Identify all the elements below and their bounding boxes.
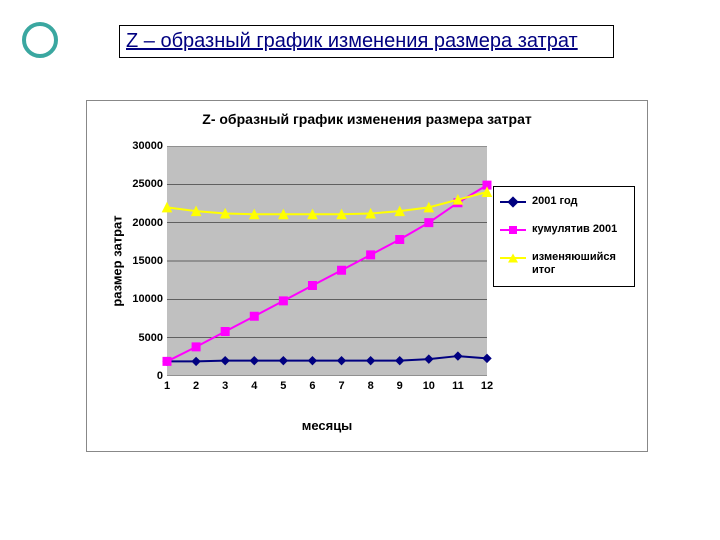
chart-title: Z- образный график изменения размера зат… — [87, 111, 647, 127]
chart-container: Z- образный график изменения размера зат… — [86, 100, 648, 452]
x-tick-label: 11 — [452, 380, 464, 392]
legend-item: изменяюшийся итог — [500, 251, 628, 279]
x-tick-label: 4 — [251, 380, 257, 392]
x-tick-label: 12 — [481, 380, 493, 392]
y-tick-label: 20000 — [132, 217, 163, 229]
x-tick-label: 5 — [280, 380, 286, 392]
legend-item: 2001 год — [500, 195, 628, 209]
x-tick-label: 6 — [309, 380, 315, 392]
legend-label: 2001 год — [532, 195, 578, 209]
x-tick-label: 9 — [397, 380, 403, 392]
chart-series — [167, 146, 487, 376]
diamond-icon — [507, 196, 518, 207]
slide-title: Z – образный график изменения размера за… — [119, 25, 614, 58]
legend-label: изменяюшийся итог — [532, 251, 628, 279]
x-tick-label: 2 — [193, 380, 199, 392]
slide: Z – образный график изменения размера за… — [0, 0, 720, 540]
x-tick-label: 7 — [338, 380, 344, 392]
y-tick-label: 5000 — [139, 332, 163, 344]
square-icon — [509, 226, 517, 234]
corner-ring-icon — [22, 22, 58, 58]
y-tick-label: 30000 — [132, 140, 163, 152]
x-tick-label: 10 — [423, 380, 435, 392]
y-tick-label: 25000 — [132, 178, 163, 190]
x-tick-label: 8 — [368, 380, 374, 392]
plot-area: 050001000015000200002500030000 123456789… — [167, 146, 487, 376]
y-tick-label: 0 — [157, 370, 163, 382]
x-tick-label: 1 — [164, 380, 170, 392]
x-axis-label: месяцы — [302, 418, 353, 433]
legend-swatch — [500, 225, 526, 235]
y-tick-label: 10000 — [132, 293, 163, 305]
legend-swatch — [500, 253, 526, 263]
legend-label: кумулятив 2001 — [532, 223, 617, 237]
y-tick-label: 15000 — [132, 255, 163, 267]
legend: 2001 год кумулятив 2001 изменяюшийся итог — [493, 186, 635, 287]
legend-swatch — [500, 197, 526, 207]
y-ticks: 050001000015000200002500030000 — [117, 146, 163, 376]
x-tick-label: 3 — [222, 380, 228, 392]
legend-item: кумулятив 2001 — [500, 223, 628, 237]
x-ticks: 123456789101112 — [167, 380, 487, 398]
triangle-icon — [508, 253, 518, 262]
